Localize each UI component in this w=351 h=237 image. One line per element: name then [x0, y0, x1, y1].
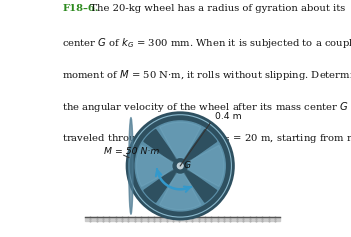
Polygon shape	[184, 130, 217, 162]
Bar	[85, 217, 280, 221]
Text: the angular velocity of the wheel after its mass center $G$ has: the angular velocity of the wheel after …	[62, 100, 351, 114]
Text: 0.4 m: 0.4 m	[216, 112, 242, 121]
Polygon shape	[144, 130, 176, 162]
Polygon shape	[187, 145, 224, 187]
Polygon shape	[160, 122, 201, 159]
Polygon shape	[160, 173, 201, 210]
Polygon shape	[137, 145, 173, 187]
Polygon shape	[184, 170, 217, 202]
Text: M = 50 N·m: M = 50 N·m	[104, 147, 160, 156]
Circle shape	[177, 163, 183, 169]
Text: F18–6.: F18–6.	[62, 4, 99, 13]
Text: G: G	[184, 161, 191, 170]
Ellipse shape	[129, 118, 133, 214]
Text: moment of $M$ = 50 N·m, it rolls without slipping. Determine: moment of $M$ = 50 N·m, it rolls without…	[62, 68, 351, 82]
Circle shape	[128, 114, 232, 218]
Circle shape	[173, 159, 187, 173]
Circle shape	[135, 121, 225, 211]
Text: traveled through a distance of $s_G$ = 20 m, starting from rest.: traveled through a distance of $s_G$ = 2…	[62, 132, 351, 145]
Text: The 20-kg wheel has a radius of gyration about its: The 20-kg wheel has a radius of gyration…	[84, 4, 345, 13]
Polygon shape	[144, 170, 176, 202]
Text: center $G$ of $k_G$ = 300 mm. When it is subjected to a couple: center $G$ of $k_G$ = 300 mm. When it is…	[62, 36, 351, 50]
